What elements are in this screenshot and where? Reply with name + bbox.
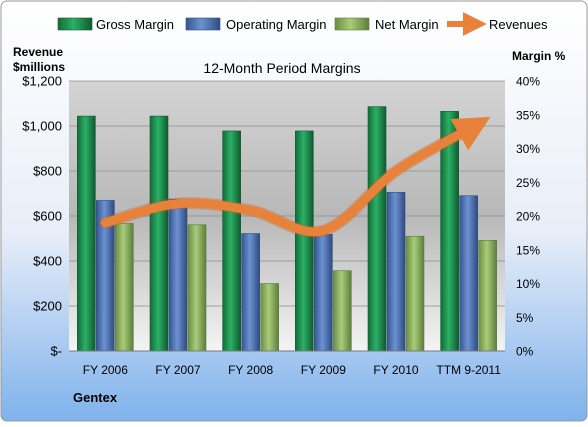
right-axis-title: Margin % xyxy=(512,49,566,63)
left-axis-ticks: $- $200 $400 $600 $800 $1,000 $1,200 xyxy=(22,74,62,359)
bar-series xyxy=(77,106,497,352)
right-tick-label: 25% xyxy=(516,176,540,190)
right-tick-label: 5% xyxy=(516,311,534,325)
legend-item-net-margin: Net Margin xyxy=(334,17,439,32)
bar-gross-margin xyxy=(222,130,241,352)
chart-title: 12-Month Period Margins xyxy=(203,60,360,76)
bar-operating-margin xyxy=(386,192,406,352)
right-tick-label: 10% xyxy=(516,277,540,291)
left-tick-label: $800 xyxy=(33,164,62,179)
bar-gross-margin xyxy=(77,115,96,352)
bar-gross-margin xyxy=(149,115,169,352)
right-tick-label: 35% xyxy=(516,108,540,122)
legend: Gross Margin Operating Margin Net Margin… xyxy=(57,12,548,36)
bar-operating-margin xyxy=(459,195,478,352)
bar-net-margin xyxy=(478,240,497,352)
right-axis-ticks: 0% 5% 10% 15% 20% 25% 30% 35% 40% xyxy=(516,75,540,359)
legend-item-gross-margin: Gross Margin xyxy=(57,17,174,32)
legend-label-operating-margin: Operating Margin xyxy=(226,17,326,32)
legend-label-revenues: Revenues xyxy=(489,17,548,32)
legend-swatch-operating-margin xyxy=(185,17,221,31)
revenue-series xyxy=(99,116,491,238)
bar-net-margin xyxy=(260,283,279,352)
revenue-line xyxy=(100,116,491,237)
category-label: FY 2008 xyxy=(228,363,273,377)
bar-gross-margin xyxy=(295,130,314,352)
right-tick-label: 0% xyxy=(516,345,534,359)
left-tick-label: $- xyxy=(50,344,62,359)
legend-item-operating-margin: Operating Margin xyxy=(185,17,326,32)
bar-gross-margin xyxy=(367,106,387,352)
bar-net-margin xyxy=(405,235,425,352)
bar-net-margin xyxy=(333,270,352,352)
category-axis-ticks: FY 2006 FY 2007 FY 2008 FY 2009 FY 2010 TTM 9… xyxy=(83,363,501,377)
legend-label-net-margin: Net Margin xyxy=(375,17,439,32)
legend-item-revenues: Revenues xyxy=(447,12,548,36)
left-tick-label: $600 xyxy=(33,209,62,224)
legend-swatch-gross-margin xyxy=(57,17,93,31)
legend-swatch-net-margin xyxy=(334,17,370,31)
bar-net-margin xyxy=(115,223,134,352)
left-tick-label: $200 xyxy=(33,299,62,314)
category-label: FY 2009 xyxy=(301,363,346,377)
bar-operating-margin xyxy=(168,198,188,352)
category-label: FY 2010 xyxy=(373,363,418,377)
category-label: FY 2007 xyxy=(155,363,200,377)
left-axis-title-line1: Revenue xyxy=(13,45,63,59)
left-tick-label: $1,200 xyxy=(22,74,62,89)
right-tick-label: 20% xyxy=(516,210,540,224)
left-tick-label: $400 xyxy=(33,254,62,269)
right-tick-label: 30% xyxy=(516,142,540,156)
left-axis-title-line2: $millions xyxy=(13,60,65,74)
left-tick-label: $1,000 xyxy=(22,119,62,134)
bar-net-margin xyxy=(187,224,207,352)
right-tick-label: 40% xyxy=(516,75,540,89)
category-label: FY 2006 xyxy=(83,363,128,377)
legend-label-gross-margin: Gross Margin xyxy=(96,17,174,32)
company-name: Gentex xyxy=(73,390,118,405)
bar-operating-margin xyxy=(314,233,333,352)
bar-operating-margin xyxy=(241,233,260,352)
right-tick-label: 15% xyxy=(516,243,540,257)
category-label: TTM 9-2011 xyxy=(436,363,501,377)
